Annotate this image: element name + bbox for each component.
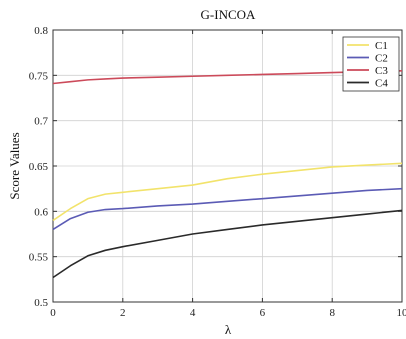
- legend-box: [342, 36, 400, 92]
- legend-label-c2: C2: [375, 53, 388, 65]
- x-axis-label: λ: [225, 322, 232, 337]
- legend-label-c3: C3: [375, 65, 388, 77]
- series-lines: [52, 70, 403, 279]
- y-tick-label: 0.7: [34, 116, 48, 128]
- series-line-c1: [52, 162, 403, 222]
- y-tick-label: 0.5: [34, 297, 48, 309]
- x-tick-label: 8: [329, 307, 335, 319]
- x-tick-label: 2: [120, 307, 126, 319]
- x-tick-label: 10: [397, 307, 406, 319]
- chart-title: G-INCOA: [201, 7, 256, 22]
- legend-label-c1: C1: [375, 40, 388, 52]
- x-tick-label: 4: [190, 307, 196, 319]
- x-tick-label: 6: [260, 307, 266, 319]
- y-tick-label: 0.65: [29, 161, 49, 173]
- y-tick-label: 0.8: [34, 25, 48, 37]
- legend-label-c4: C4: [375, 78, 388, 90]
- series-line-c4: [52, 209, 403, 279]
- ticks: 0 2 4 6 8 10 0.5 0.55 0.6 0.65 0.7 0.75 0.8: [29, 25, 406, 319]
- x-tick-label: 0: [50, 307, 56, 319]
- y-tick-label: 0.55: [29, 252, 49, 264]
- y-tick-label: 0.75: [29, 70, 49, 82]
- y-tick-label: 0.6: [34, 206, 48, 218]
- series-line-c2: [52, 187, 403, 231]
- y-axis-label: Score Values: [7, 132, 22, 199]
- series-line-c3: [52, 70, 403, 85]
